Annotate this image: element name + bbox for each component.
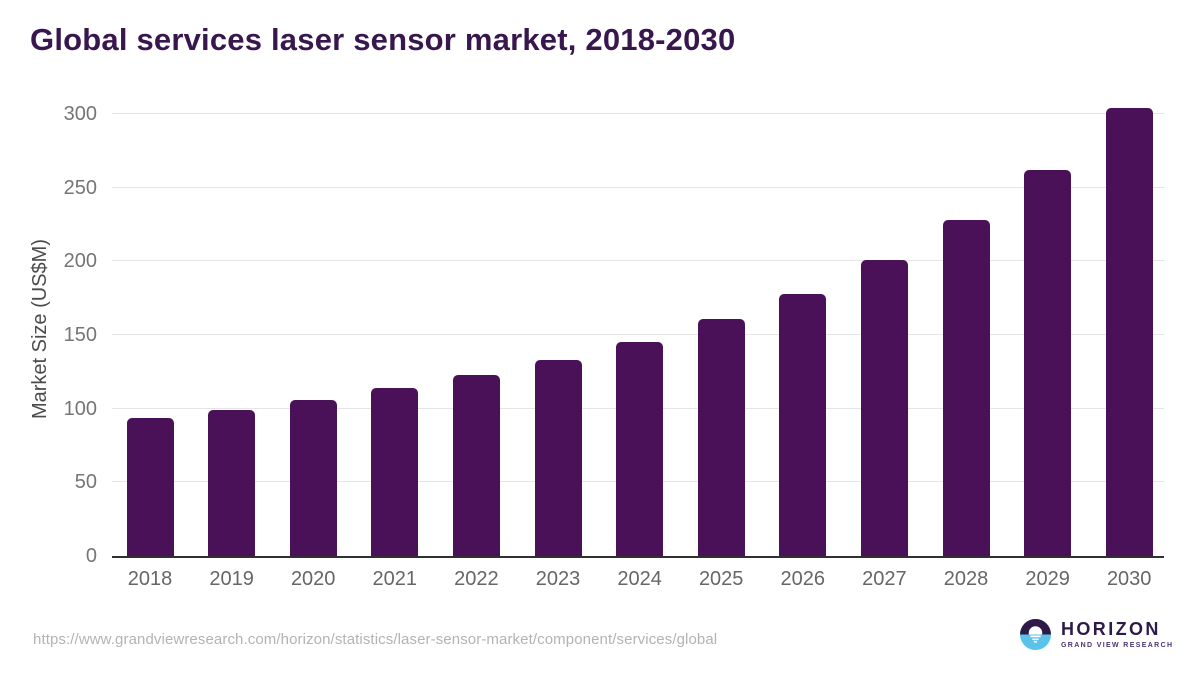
y-tick-label: 50 xyxy=(74,471,97,494)
logo-text: HORIZON GRAND VIEW RESEARCH xyxy=(1061,620,1173,649)
y-axis-title: Market Size (US$M) xyxy=(14,100,66,558)
x-tick-label: 2026 xyxy=(780,568,826,590)
logo-brand: HORIZON xyxy=(1061,619,1161,639)
y-tick-label: 250 xyxy=(63,176,97,199)
plot-area: 0 50 100 150 200 250 300 2018 2019 2020 2021 2022 20… xyxy=(64,100,1164,590)
bar-2024 xyxy=(616,342,664,556)
gridline xyxy=(112,186,1164,188)
x-tick-label: 2020 xyxy=(290,568,336,590)
bar-2023 xyxy=(534,360,582,556)
source-url: https://www.grandviewresearch.com/horizo… xyxy=(33,631,718,648)
bar-2029 xyxy=(1024,170,1072,556)
x-tick-label: 2028 xyxy=(943,568,989,590)
y-tick-label: 200 xyxy=(63,250,97,273)
logo-tagline: GRAND VIEW RESEARCH xyxy=(1061,642,1174,649)
x-tick-label: 2022 xyxy=(454,568,499,590)
x-tick-label: 2024 xyxy=(617,568,662,590)
bar-2021 xyxy=(371,388,419,556)
x-tick-label: 2021 xyxy=(372,568,418,590)
x-tick-label: 2025 xyxy=(698,568,744,590)
y-axis-title-text: Market Size (US$M) xyxy=(28,238,51,420)
bar-2026 xyxy=(779,293,827,556)
bar-2025 xyxy=(697,318,745,556)
chart-title: Global services laser sensor market, 201… xyxy=(30,22,736,57)
gridline xyxy=(112,260,1164,262)
y-tick-label: 0 xyxy=(85,545,97,567)
bar-2027 xyxy=(860,260,908,556)
y-tick-label: 150 xyxy=(63,324,97,347)
bar-2028 xyxy=(942,220,990,556)
x-tick-label: 2018 xyxy=(127,568,173,590)
bar-2020 xyxy=(289,399,337,556)
bar-2030 xyxy=(1105,108,1153,556)
gridline xyxy=(112,334,1164,336)
x-tick-label: 2019 xyxy=(209,568,254,590)
x-tick-label: 2030 xyxy=(1106,568,1152,590)
horizon-logo-icon xyxy=(1020,619,1051,650)
x-tick-label: 2027 xyxy=(862,568,907,590)
gridline xyxy=(112,113,1164,115)
x-tick-label: 2023 xyxy=(535,568,581,590)
horizon-logo: HORIZON GRAND VIEW RESEARCH xyxy=(1020,619,1173,650)
bar-2022 xyxy=(452,374,500,556)
bar-2018 xyxy=(126,417,174,556)
x-tick-label: 2029 xyxy=(1025,568,1070,590)
y-tick-label: 300 xyxy=(63,103,97,126)
y-tick-label: 100 xyxy=(63,397,97,420)
bar-2019 xyxy=(208,410,256,556)
